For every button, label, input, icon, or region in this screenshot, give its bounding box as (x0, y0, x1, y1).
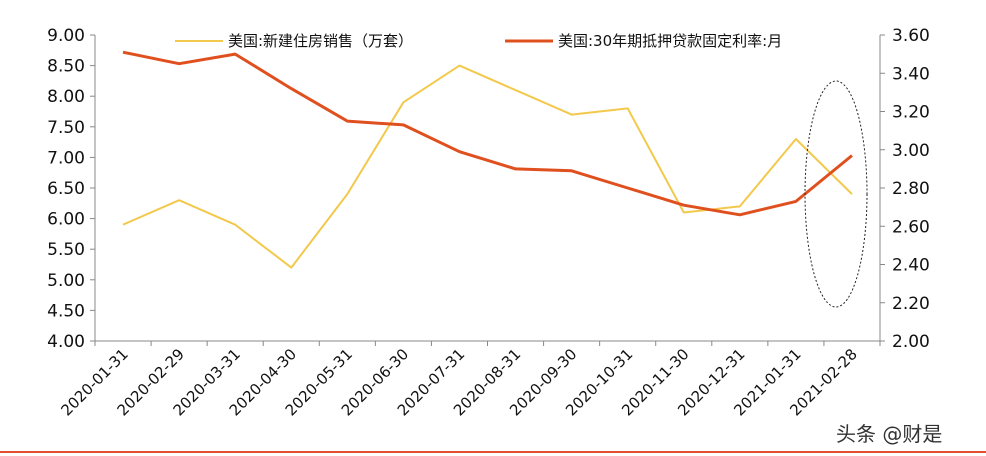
left-tick-label: 5.00 (47, 271, 85, 291)
left-tick-label: 8.50 (47, 57, 85, 77)
left-tick-label: 9.00 (47, 26, 85, 46)
axes: 9.00 8.50 8.00 7.50 7.00 6.50 6.00 5.50 5.00 4.50… (47, 26, 930, 419)
right-tick-label: 2.00 (892, 332, 930, 352)
right-tick-label: 2.20 (892, 294, 930, 314)
right-tick-label: 2.60 (892, 217, 930, 237)
left-tick-label: 4.50 (47, 301, 85, 321)
right-tick-label: 2.40 (892, 256, 930, 276)
series-group (122, 50, 853, 269)
series-line-0 (122, 64, 853, 269)
legend: 美国:新建住房销售（万套） 美国:30年期抵押贷款固定利率:月 (175, 32, 782, 50)
right-tick-label: 3.40 (892, 64, 930, 84)
legend-label-housing: 美国:新建住房销售（万套） (228, 32, 413, 50)
right-tick-label: 3.20 (892, 103, 930, 123)
right-tick-label: 2.80 (892, 179, 930, 199)
highlight-ellipse (804, 80, 868, 308)
left-tick-label: 6.00 (47, 210, 85, 230)
watermark: 头条 @财是 (836, 422, 942, 446)
left-tick-label: 8.00 (47, 87, 85, 107)
left-tick-label: 7.00 (47, 148, 85, 168)
left-tick-label: 6.50 (47, 179, 85, 199)
legend-label-mortgage: 美国:30年期抵押贷款固定利率:月 (558, 32, 782, 50)
left-tick-label: 4.00 (47, 332, 85, 352)
left-tick-label: 5.50 (47, 240, 85, 260)
right-tick-label: 3.60 (892, 26, 930, 46)
series-line-1 (122, 50, 853, 217)
right-tick-label: 3.00 (892, 141, 930, 161)
left-tick-label: 7.50 (47, 118, 85, 138)
